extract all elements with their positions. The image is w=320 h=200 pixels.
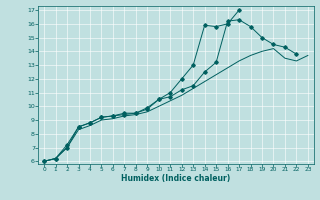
X-axis label: Humidex (Indice chaleur): Humidex (Indice chaleur)	[121, 174, 231, 183]
